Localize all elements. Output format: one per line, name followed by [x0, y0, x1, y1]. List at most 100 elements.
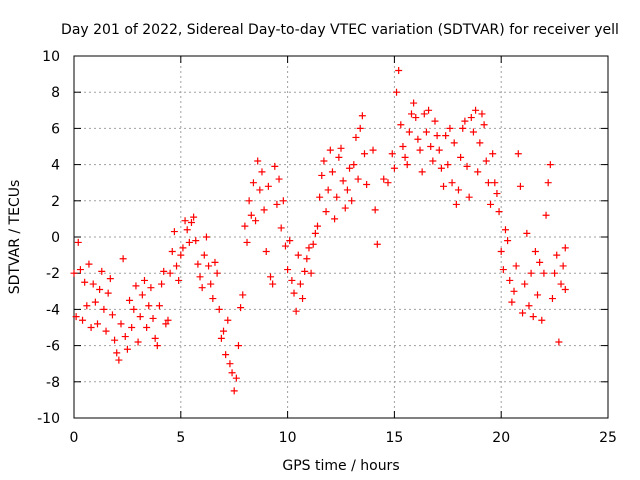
- data-point: [326, 146, 334, 154]
- data-point: [143, 324, 151, 331]
- data-point: [130, 305, 138, 313]
- data-point: [337, 144, 345, 152]
- data-point: [294, 251, 302, 259]
- grid-lines: [74, 56, 608, 418]
- data-point: [222, 351, 230, 359]
- data-point: [534, 291, 542, 299]
- data-point: [444, 161, 452, 169]
- data-point: [164, 316, 172, 324]
- data-point: [102, 327, 110, 335]
- axis-ticks: 0 5 10 15 20 25 -10 -8 -6 -4 -2 0 2 4 6 8 10: [37, 49, 617, 446]
- data-point: [487, 200, 495, 208]
- data-point: [234, 342, 242, 350]
- data-point: [279, 197, 287, 205]
- data-point: [170, 228, 178, 236]
- data-point: [472, 106, 480, 114]
- data-point: [81, 278, 89, 286]
- data-point: [187, 219, 195, 227]
- data-point: [194, 260, 202, 268]
- data-point: [275, 175, 283, 183]
- data-point: [209, 295, 217, 303]
- data-point: [151, 334, 159, 342]
- data-point: [121, 333, 129, 341]
- data-point: [307, 269, 315, 277]
- data-point: [267, 273, 275, 281]
- data-point: [299, 295, 307, 303]
- y-tick-label: 0: [51, 230, 60, 246]
- data-point: [85, 260, 93, 268]
- data-point: [179, 244, 187, 252]
- data-point: [252, 217, 260, 225]
- data-point: [228, 369, 236, 377]
- data-point: [493, 190, 501, 198]
- data-point: [538, 316, 546, 324]
- y-tick-label: 2: [51, 194, 60, 210]
- data-point: [536, 258, 544, 266]
- data-point: [324, 186, 332, 194]
- x-tick-label: 10: [279, 430, 297, 446]
- data-point: [482, 157, 490, 165]
- data-point: [213, 269, 221, 277]
- data-point: [360, 150, 368, 158]
- data-point: [459, 124, 467, 132]
- data-point: [448, 179, 456, 187]
- data-point: [461, 117, 469, 125]
- y-tick-label: 8: [51, 85, 60, 101]
- data-point: [155, 302, 163, 310]
- data-point: [542, 211, 550, 219]
- data-point: [241, 222, 249, 230]
- data-point: [200, 251, 208, 259]
- data-point: [341, 204, 349, 212]
- data-point: [395, 66, 403, 74]
- data-point: [314, 222, 322, 230]
- data-point: [551, 269, 559, 277]
- data-point: [561, 244, 569, 252]
- data-point: [529, 313, 537, 321]
- data-point: [410, 99, 418, 107]
- data-point: [140, 276, 148, 284]
- data-point: [113, 349, 121, 357]
- data-point: [506, 276, 514, 284]
- x-tick-label: 5: [176, 430, 185, 446]
- data-point: [478, 110, 486, 118]
- data-point: [523, 229, 531, 237]
- y-axis-label: SDTVAR / TECUs: [7, 180, 23, 295]
- data-point: [416, 146, 424, 154]
- data-point: [544, 179, 552, 187]
- data-point: [399, 143, 407, 150]
- x-tick-label: 0: [70, 430, 79, 446]
- data-point: [230, 387, 238, 395]
- data-point: [407, 110, 415, 118]
- data-point: [435, 146, 443, 154]
- data-point: [320, 157, 328, 165]
- data-point: [79, 316, 87, 324]
- data-point: [476, 139, 484, 147]
- data-point: [403, 161, 411, 169]
- data-point: [76, 266, 84, 274]
- y-tick-label: -6: [46, 339, 60, 355]
- data-point: [452, 200, 460, 208]
- data-point: [303, 255, 311, 263]
- data-point: [217, 334, 225, 342]
- data-point: [354, 175, 362, 183]
- data-point: [207, 280, 215, 288]
- data-point: [286, 237, 294, 245]
- data-point: [363, 181, 371, 189]
- data-point: [181, 217, 189, 225]
- data-point: [373, 240, 381, 248]
- data-point: [548, 295, 556, 303]
- data-point: [290, 289, 298, 297]
- data-point: [185, 238, 193, 246]
- data-point: [309, 240, 317, 248]
- data-point: [111, 336, 119, 344]
- data-point: [132, 282, 140, 290]
- data-point: [393, 88, 401, 96]
- y-tick-label: 4: [51, 158, 60, 174]
- data-point: [437, 164, 445, 172]
- data-point: [192, 237, 200, 245]
- data-point: [232, 374, 240, 382]
- data-point: [495, 208, 503, 216]
- data-point: [100, 305, 108, 313]
- data-point: [429, 157, 437, 165]
- y-tick-label: -2: [46, 266, 60, 282]
